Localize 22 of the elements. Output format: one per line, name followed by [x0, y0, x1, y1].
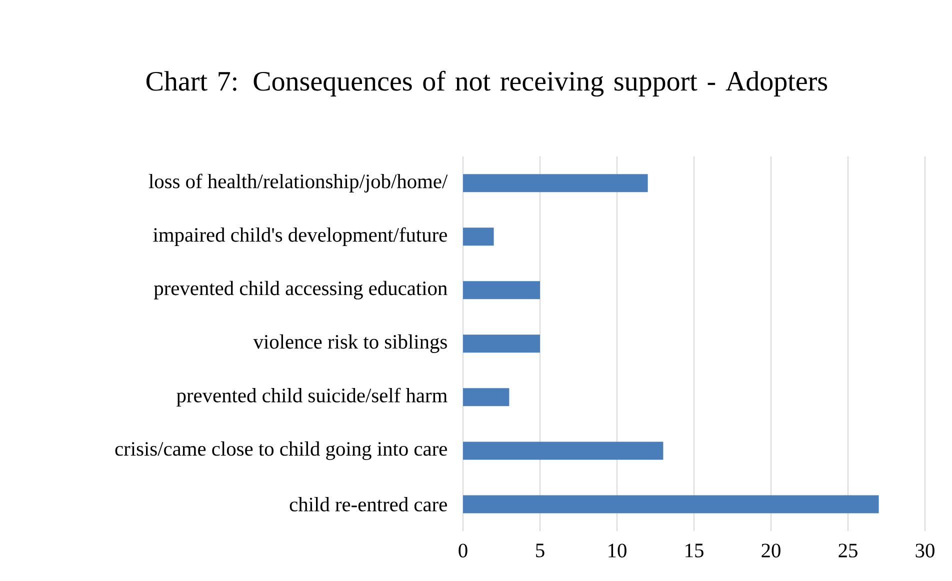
y-tick-label: prevented child suicide/self harm	[176, 388, 448, 407]
x-tick-label: 20	[762, 544, 780, 558]
bar	[463, 442, 664, 460]
bar	[463, 495, 879, 514]
bar	[463, 281, 540, 300]
x-tick-label: 5	[536, 544, 544, 558]
y-tick-label: child re-entred care	[290, 497, 447, 512]
x-tick-label: 0	[458, 544, 468, 558]
x-tick-label: 25	[838, 544, 858, 558]
chart-title: Chart 7: Consequences of not receiving support - Adopters	[146, 70, 828, 97]
y-tick-label: loss of health/relationship/job/home/	[148, 174, 448, 192]
bar	[463, 388, 510, 406]
bar	[463, 228, 494, 246]
x-tick-label: 10	[608, 544, 626, 558]
bar	[463, 334, 540, 353]
bar	[463, 174, 648, 192]
y-tick-label: crisis/came close to child going into care	[115, 441, 447, 460]
x-tick-label: 15	[686, 544, 704, 558]
x-tick-label: 30	[916, 544, 934, 558]
y-tick-label: impaired child's development/future	[153, 227, 447, 246]
y-tick-label: violence risk to siblings	[253, 334, 447, 353]
y-tick-label: prevented child accessing education	[154, 280, 448, 300]
